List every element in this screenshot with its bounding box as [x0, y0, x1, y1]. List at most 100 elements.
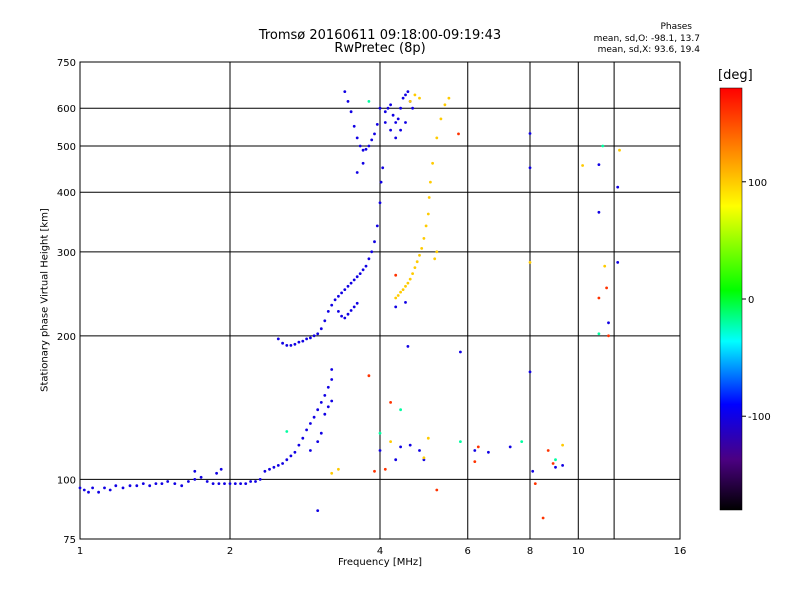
data-point: [597, 210, 601, 214]
data-point: [443, 103, 447, 107]
data-point: [476, 445, 480, 449]
data-point: [355, 301, 359, 305]
data-point: [180, 484, 184, 488]
data-point: [408, 277, 412, 281]
data-point: [361, 148, 365, 152]
data-point: [352, 305, 356, 309]
data-point: [396, 294, 400, 297]
y-tick-label: 300: [57, 248, 76, 259]
data-point: [349, 309, 353, 312]
x-tick-label: 6: [465, 546, 471, 557]
data-point: [378, 431, 382, 435]
data-point: [160, 482, 164, 485]
data-point: [148, 484, 152, 488]
data-point: [520, 440, 524, 443]
data-point: [418, 96, 421, 100]
data-point: [223, 482, 226, 485]
data-point: [616, 261, 620, 264]
data-point: [404, 121, 407, 124]
data-point: [406, 90, 410, 93]
data-point: [330, 303, 334, 307]
y-tick-label: 750: [57, 58, 76, 69]
data-point: [326, 385, 330, 389]
data-point: [249, 480, 253, 483]
data-point: [276, 337, 280, 341]
data-point: [289, 454, 293, 458]
data-point: [375, 123, 379, 126]
data-point: [326, 405, 330, 409]
data-point: [281, 462, 284, 465]
data-point: [309, 449, 312, 452]
data-point: [330, 368, 334, 371]
data-point: [401, 288, 405, 291]
data-point: [82, 488, 86, 492]
data-point: [389, 401, 392, 404]
data-point: [394, 458, 398, 462]
data-point: [319, 327, 323, 331]
data-point: [330, 471, 334, 475]
data-point: [285, 344, 289, 347]
data-point: [244, 482, 248, 485]
data-point: [459, 350, 462, 354]
data-point: [301, 436, 305, 440]
data-point: [285, 458, 289, 462]
data-point: [389, 440, 392, 443]
data-point: [343, 316, 347, 320]
data-point: [422, 456, 426, 460]
colorbar-tick-label: -100: [748, 412, 771, 423]
data-point: [367, 257, 371, 261]
data-point: [581, 164, 584, 167]
data-point: [297, 443, 301, 447]
data-point: [128, 484, 132, 488]
data-point: [228, 482, 232, 485]
data-point: [358, 272, 362, 275]
data-point: [439, 117, 443, 121]
data-point: [373, 132, 376, 136]
data-point: [618, 148, 621, 152]
data-point: [343, 90, 347, 93]
data-point: [424, 224, 428, 228]
colorbar-ticks: -100 0 100: [742, 178, 771, 423]
data-point: [135, 484, 139, 488]
data-point: [435, 136, 439, 140]
data-point: [323, 394, 327, 397]
data-point: [258, 478, 262, 481]
data-point: [528, 370, 532, 374]
data-point: [355, 171, 359, 174]
data-point: [205, 480, 209, 483]
data-point: [381, 166, 385, 170]
data-point: [361, 268, 365, 272]
data-point: [399, 445, 402, 449]
data-point: [355, 275, 359, 279]
data-point: [378, 449, 382, 452]
data-point: [554, 458, 557, 462]
data-point: [193, 469, 197, 473]
data-point: [316, 440, 320, 443]
data-point: [340, 314, 343, 318]
y-tick-label: 200: [57, 332, 76, 343]
data-point: [420, 247, 424, 250]
data-point: [561, 464, 564, 467]
data-point: [217, 482, 221, 485]
data-point: [378, 201, 382, 205]
data-point: [239, 482, 243, 485]
data-point: [330, 399, 334, 403]
data-point: [375, 224, 379, 228]
data-point: [597, 332, 601, 336]
x-tick-label: 4: [377, 546, 383, 557]
data-point: [427, 196, 431, 199]
data-point: [408, 100, 412, 103]
data-point: [346, 100, 350, 103]
data-point: [349, 110, 353, 114]
data-point: [379, 180, 383, 184]
data-point: [333, 298, 337, 302]
data-point: [263, 469, 267, 473]
data-point: [373, 240, 376, 244]
data-point: [401, 96, 405, 100]
data-point: [473, 460, 477, 463]
data-point: [330, 378, 334, 381]
data-point: [352, 124, 356, 128]
data-point: [459, 440, 462, 443]
data-point: [309, 336, 312, 340]
data-point: [508, 445, 512, 449]
